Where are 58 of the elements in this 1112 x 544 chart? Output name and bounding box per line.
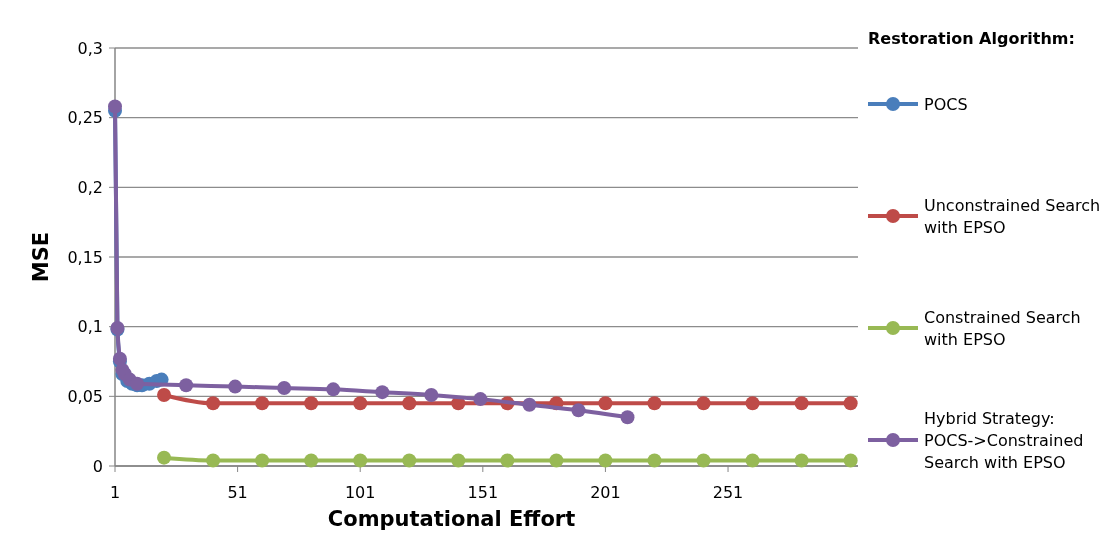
legend-title: Restoration Algorithm: xyxy=(868,29,1075,48)
y-tick-label: 0,3 xyxy=(77,38,103,58)
legend-label: POCS xyxy=(924,94,968,114)
point xyxy=(745,453,760,468)
legend-label: Unconstrained Search with EPSO xyxy=(924,195,1101,237)
point xyxy=(549,453,564,468)
point xyxy=(500,453,515,468)
point xyxy=(179,378,194,393)
x-axis-title: Computational Effort xyxy=(327,507,576,531)
point xyxy=(402,396,417,411)
point xyxy=(522,397,537,412)
point xyxy=(451,453,466,468)
point xyxy=(402,453,417,468)
point xyxy=(745,396,760,411)
point xyxy=(647,396,662,411)
point xyxy=(598,453,613,468)
y-tick-label: 0,1 xyxy=(77,317,103,337)
point xyxy=(304,396,319,411)
legend-label: Constrained Search with EPSO xyxy=(924,307,1081,349)
y-tick-label: 0,15 xyxy=(67,247,103,267)
y-tick-label: 0,2 xyxy=(77,177,103,197)
point xyxy=(794,396,809,411)
y-axis-title: MSE xyxy=(29,231,53,283)
x-tick-label: 51 xyxy=(227,483,248,502)
point xyxy=(696,453,711,468)
point xyxy=(206,453,221,468)
point xyxy=(620,410,635,425)
point xyxy=(571,403,586,418)
point xyxy=(794,453,809,468)
point xyxy=(696,396,711,411)
point xyxy=(353,396,368,411)
point xyxy=(255,453,270,468)
point xyxy=(255,396,270,411)
point xyxy=(108,99,122,114)
point xyxy=(843,396,858,411)
point xyxy=(375,385,390,400)
point xyxy=(228,379,243,394)
y-tick-label: 0 xyxy=(92,456,103,476)
x-tick-label: 251 xyxy=(712,483,744,502)
y-tick-label: 0,05 xyxy=(67,386,103,406)
y-tick-label: 0,25 xyxy=(67,108,103,128)
x-tick-label: 151 xyxy=(467,483,499,502)
x-tick-label: 201 xyxy=(590,483,621,502)
point xyxy=(424,387,439,402)
point xyxy=(206,396,221,411)
point xyxy=(157,450,172,465)
point xyxy=(647,453,662,468)
point xyxy=(353,453,368,468)
point xyxy=(326,382,341,397)
point xyxy=(157,387,172,402)
point xyxy=(843,453,858,468)
x-tick-label: 101 xyxy=(344,483,376,502)
point xyxy=(473,392,488,407)
legend-label: Hybrid Strategy: POCS->Constrained Search with EPSO xyxy=(924,408,1084,473)
point xyxy=(277,380,292,395)
point xyxy=(304,453,319,468)
point xyxy=(598,396,613,411)
x-tick-label: 1 xyxy=(109,483,121,502)
